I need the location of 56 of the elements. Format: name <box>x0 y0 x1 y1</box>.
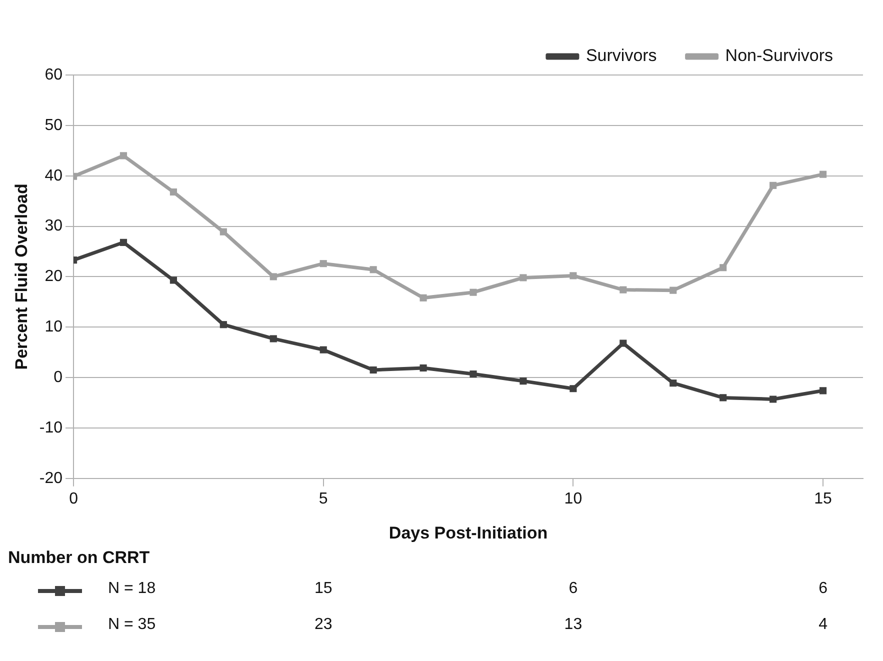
point <box>720 264 727 272</box>
text: 23 <box>314 616 332 634</box>
point <box>170 276 177 284</box>
x-axis-title: Days Post-Initiation <box>388 523 548 542</box>
y-tick-label: -10 <box>39 419 63 436</box>
y-axis-title: Percent Fluid Overload <box>12 184 31 370</box>
point <box>670 286 677 294</box>
y-tick-label: -20 <box>39 470 63 487</box>
point <box>270 335 277 342</box>
point <box>420 294 427 302</box>
text: N = 35 <box>108 616 156 634</box>
point <box>570 385 577 392</box>
point <box>520 274 527 282</box>
point <box>120 152 128 160</box>
point <box>370 266 377 274</box>
point <box>570 272 577 280</box>
y-tick-label: 0 <box>54 368 63 386</box>
point <box>770 182 777 189</box>
y-tick-label: 60 <box>44 66 63 84</box>
legend-label: Survivors <box>586 46 657 66</box>
point <box>819 170 827 178</box>
text: 6 <box>568 580 578 598</box>
x-tick-label: 5 <box>318 490 328 508</box>
x-tick-label: 15 <box>814 490 832 508</box>
text: 4 <box>818 616 828 634</box>
point <box>220 228 227 236</box>
point <box>320 346 327 354</box>
y-tick-label: 30 <box>44 218 63 235</box>
text: Number on CRRT <box>8 548 150 568</box>
y-tick-label: 20 <box>44 268 63 286</box>
point <box>620 340 627 347</box>
point <box>270 273 277 280</box>
point <box>370 366 377 374</box>
text: N = 18 <box>108 580 156 598</box>
point <box>720 394 727 402</box>
point <box>520 378 527 385</box>
point <box>819 387 827 394</box>
point <box>170 188 177 196</box>
point <box>470 288 477 296</box>
legend-label: Non-Survivors <box>725 46 834 66</box>
text: 6 <box>818 580 828 598</box>
y-tick-label: 50 <box>44 116 63 134</box>
point <box>120 238 128 246</box>
point <box>220 321 227 328</box>
point <box>770 396 777 403</box>
point <box>620 286 627 294</box>
point <box>670 380 677 387</box>
x-tick-label: 0 <box>69 490 78 508</box>
text: 15 <box>314 580 332 598</box>
y-tick-label: 10 <box>44 318 63 336</box>
x-tick-label: 10 <box>564 490 582 508</box>
point <box>470 370 477 378</box>
point <box>420 364 427 372</box>
text: 13 <box>564 616 582 634</box>
point <box>320 260 327 268</box>
y-tick-label: 40 <box>44 167 63 184</box>
